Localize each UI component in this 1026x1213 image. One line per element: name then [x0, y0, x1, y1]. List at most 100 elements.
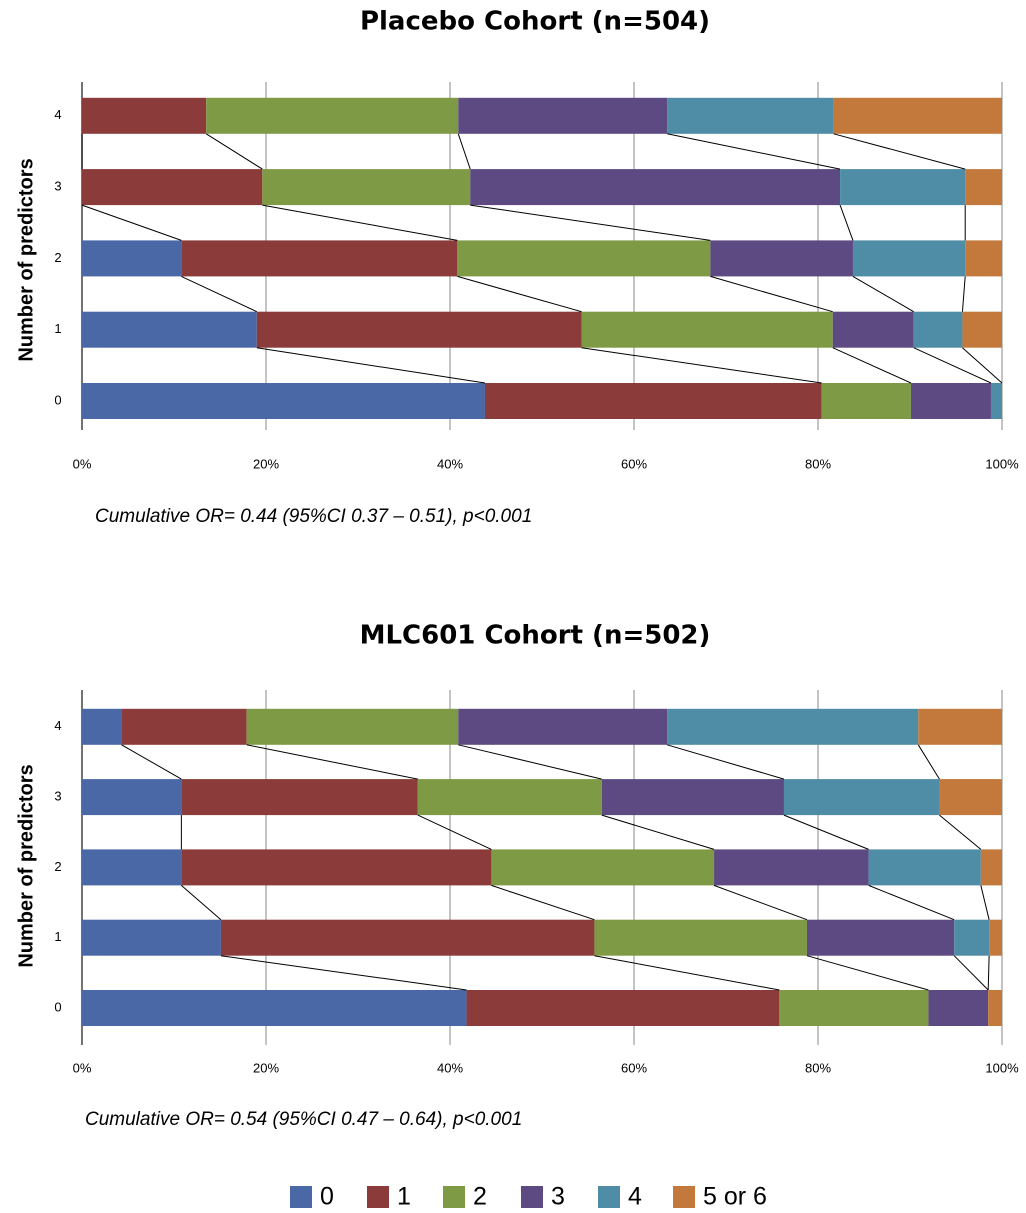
bar-segment — [852, 240, 966, 277]
series-line — [470, 204, 711, 241]
bar-segment — [82, 990, 467, 1026]
bar-segment — [714, 849, 869, 886]
x-tick-label: 20% — [253, 1060, 279, 1075]
series-line — [783, 814, 869, 850]
bar-segment — [82, 169, 263, 206]
series-line — [181, 275, 258, 313]
x-tick-label: 60% — [621, 1060, 647, 1075]
y-tick-label: 4 — [54, 107, 61, 122]
bar-segment — [868, 849, 981, 886]
bar-segment — [181, 779, 418, 816]
bar-segment — [783, 779, 940, 816]
bar-segment — [980, 849, 1002, 886]
series-line — [852, 275, 914, 313]
bar-segment — [594, 919, 807, 956]
series-line — [710, 275, 833, 313]
series-line — [121, 744, 182, 780]
series-line — [962, 347, 1003, 384]
bar-segment — [82, 779, 182, 816]
bar-segment — [256, 311, 582, 348]
bar-segment — [965, 169, 1002, 206]
bar-segment — [910, 383, 991, 419]
series-line — [601, 814, 715, 850]
x-tick-label: 80% — [805, 1060, 831, 1075]
x-tick-label: 100% — [985, 456, 1019, 471]
bar-segment — [181, 240, 458, 277]
y-tick-label: 0 — [54, 392, 61, 407]
series-line — [832, 347, 912, 384]
annotation: Cumulative OR= 0.44 (95%CI 0.37 – 0.51),… — [95, 506, 532, 527]
series-line — [666, 744, 785, 780]
bar-segment — [121, 708, 247, 745]
bar-segment — [913, 311, 963, 348]
series-line — [457, 133, 471, 170]
y-tick-label: 2 — [54, 250, 61, 265]
x-tick-label: 40% — [437, 456, 463, 471]
bar-segment — [466, 990, 780, 1026]
series-line — [457, 275, 582, 313]
series-line — [713, 884, 808, 921]
series-line — [594, 955, 780, 991]
legend-swatch — [673, 1186, 695, 1208]
bar-segment — [458, 97, 668, 134]
legend-swatch — [290, 1186, 312, 1208]
y-tick-label: 2 — [54, 859, 61, 874]
y-axis-label: Number of predictors — [15, 764, 37, 967]
series-line — [939, 814, 982, 850]
legend-label: 4 — [628, 1183, 642, 1211]
series-line — [667, 133, 841, 170]
series-line — [833, 133, 966, 170]
series-line — [980, 885, 990, 920]
bar-segment — [667, 97, 834, 134]
bar-segment — [988, 990, 1002, 1026]
bar-segment — [82, 240, 182, 277]
bar-segment — [82, 849, 182, 886]
legend-swatch — [443, 1186, 465, 1208]
annotation: Cumulative OR= 0.54 (95%CI 0.47 – 0.64),… — [85, 1109, 522, 1130]
bar-segment — [470, 169, 841, 206]
x-tick-label: 0% — [73, 1060, 92, 1075]
bar-segment — [417, 779, 602, 816]
series-line — [458, 744, 602, 780]
chart-title: MLC601 Cohort (n=502) — [360, 621, 711, 651]
bar-segment — [832, 311, 914, 348]
bar-segment — [484, 383, 822, 419]
bar-segment — [458, 708, 668, 745]
series-line — [913, 347, 992, 384]
chart-title: Placebo Cohort (n=504) — [360, 7, 710, 37]
bar-segment — [206, 97, 459, 134]
bar-segment — [667, 708, 919, 745]
y-tick-label: 4 — [54, 718, 61, 733]
series-line — [917, 744, 940, 780]
legend-label: 2 — [473, 1183, 487, 1211]
legend-label: 1 — [397, 1183, 411, 1211]
legend-swatch — [367, 1186, 389, 1208]
bar-segment — [965, 240, 1002, 277]
bar-segment — [246, 708, 459, 745]
bar-segment — [82, 708, 122, 745]
legend-label: 5 or 6 — [703, 1183, 767, 1211]
series-line — [987, 955, 990, 991]
bar-segment — [989, 919, 1002, 956]
series-line — [81, 204, 182, 241]
bar-segment — [840, 169, 966, 206]
bar-segment — [806, 919, 955, 956]
y-tick-label: 1 — [54, 321, 61, 336]
bar-segment — [457, 240, 711, 277]
series-line — [839, 204, 854, 241]
x-tick-label: 80% — [805, 456, 831, 471]
legend-label: 3 — [551, 1183, 565, 1211]
legend-swatch — [598, 1186, 620, 1208]
x-tick-label: 0% — [73, 456, 92, 471]
legend-swatch — [521, 1186, 543, 1208]
bar-segment — [181, 849, 492, 886]
series-line — [262, 204, 458, 241]
bar-segment — [581, 311, 833, 348]
y-tick-label: 0 — [54, 999, 61, 1014]
series-line — [417, 814, 492, 850]
bar-segment — [601, 779, 784, 816]
bar-segment — [220, 919, 595, 956]
bar-segment — [962, 311, 1002, 348]
y-tick-label: 3 — [54, 789, 61, 804]
x-tick-label: 60% — [621, 456, 647, 471]
